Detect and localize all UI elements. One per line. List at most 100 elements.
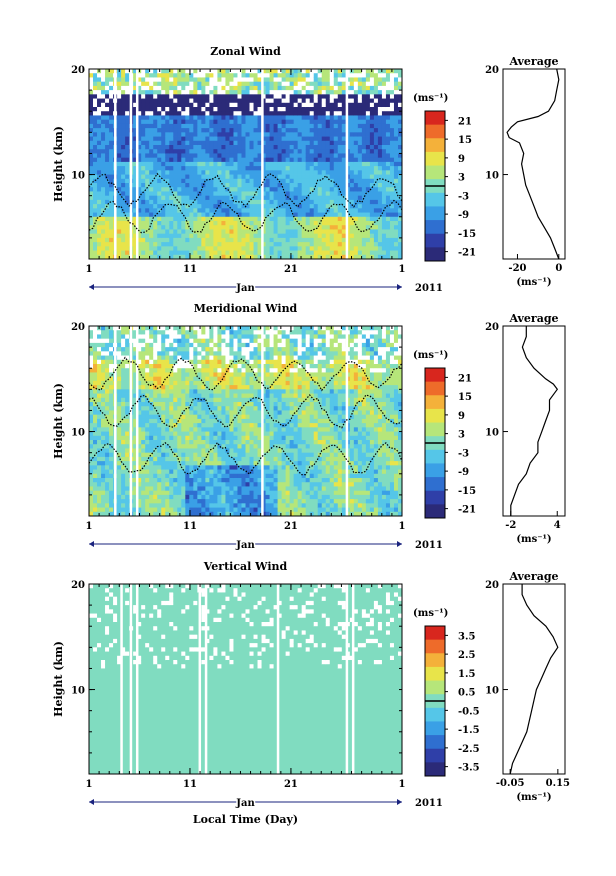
heatmap-cell [145,191,150,197]
heatmap-cell [381,191,387,197]
heatmap-cell [125,145,130,150]
heatmap-cell [265,77,270,83]
heatmap-cell [237,178,242,184]
heatmap-cell [325,204,331,209]
heatmap-cell [165,237,170,243]
heatmap-cell [97,85,102,91]
heatmap-cell [397,187,403,192]
heatmap-cell [109,511,114,517]
heatmap-cell [229,187,234,192]
heatmap-cell [181,355,186,361]
heatmap-cell [365,250,371,256]
heatmap-cell [253,77,258,83]
heatmap-cell [365,145,371,150]
heatmap-cell [121,414,126,420]
heatmap-cell [217,183,222,188]
heatmap-cell [109,254,114,260]
heatmap-cell [141,351,146,356]
heatmap-cell [189,406,194,411]
heatmap-cell [357,123,363,129]
heatmap-cell [157,389,162,394]
heatmap-cell [145,128,150,133]
heatmap-cell [261,161,266,167]
heatmap-cell [185,170,190,175]
heatmap-cell [145,69,150,74]
heatmap-cell [117,469,122,475]
heatmap-cell [169,73,174,78]
heatmap-cell [149,393,154,399]
heatmap-cell [317,119,323,125]
heatmap-cell [297,170,303,175]
heatmap-cell [153,187,158,192]
heatmap-cell [237,94,242,99]
heatmap-cell [337,94,343,99]
heatmap-cell [393,233,399,239]
heatmap-cell [149,161,154,167]
heatmap-cell [229,225,234,230]
heatmap-cell [221,191,226,197]
heatmap-cell [353,216,359,222]
heatmap-cell [369,119,375,125]
heatmap-cell [169,221,174,226]
heatmap-cell [241,69,246,74]
heatmap-cell [285,85,291,91]
heatmap-cell [289,98,295,104]
heatmap-cell [261,153,266,159]
heatmap-cell [297,136,303,142]
heatmap-cell [357,107,363,112]
heatmap-cell [221,174,226,180]
heatmap-cell [161,342,166,348]
heatmap-cell [273,208,278,213]
heatmap-cell [125,494,130,500]
heatmap-cell [365,195,371,201]
heatmap-cell [213,229,218,235]
heatmap-cell [313,90,319,95]
heatmap-cell [93,376,98,382]
heatmap-cell [177,191,182,197]
heatmap-cell [117,406,122,411]
heatmap-cell [249,183,254,188]
heatmap-cell [217,119,222,125]
heatmap-cell [133,111,138,116]
heatmap-cell [393,73,399,78]
heatmap-cell [141,195,146,201]
heatmap-cell [157,216,162,222]
heatmap-cell [173,448,178,454]
heatmap-cell [165,486,170,492]
heatmap-cell [293,166,299,171]
heatmap-cell [261,123,266,129]
heatmap-cell [253,161,258,167]
heatmap-cell [169,115,174,121]
heatmap-cell [217,73,222,78]
heatmap-cell [281,183,287,188]
heatmap-cell [93,149,98,154]
heatmap-cell [357,195,363,201]
heatmap-cell [333,237,339,243]
heatmap-cell [153,503,158,508]
heatmap-cell [349,98,355,104]
heatmap-cell [373,204,379,209]
heatmap-cell [141,359,146,365]
heatmap-cell [137,330,142,335]
heatmap-cell [321,77,327,83]
heatmap-cell [201,199,206,205]
heatmap-cell [173,199,178,205]
heatmap-cell [353,178,359,184]
heatmap-cell [105,81,110,87]
heatmap-cell [245,81,250,87]
heatmap-cell [325,90,331,95]
heatmap-cell [249,157,254,163]
heatmap-cell [229,115,234,121]
heatmap-cell [169,199,174,205]
heatmap-cell [249,77,254,83]
heatmap-cell [161,376,166,382]
heatmap-cell [305,221,311,226]
heatmap-cell [369,85,375,91]
heatmap-cell [241,128,246,133]
heatmap-cell [397,69,403,74]
heatmap-cell [201,355,206,361]
heatmap-cell [373,145,379,150]
heatmap-cell [273,94,278,99]
heatmap-cell [317,195,323,201]
heatmap-cell [109,69,114,74]
